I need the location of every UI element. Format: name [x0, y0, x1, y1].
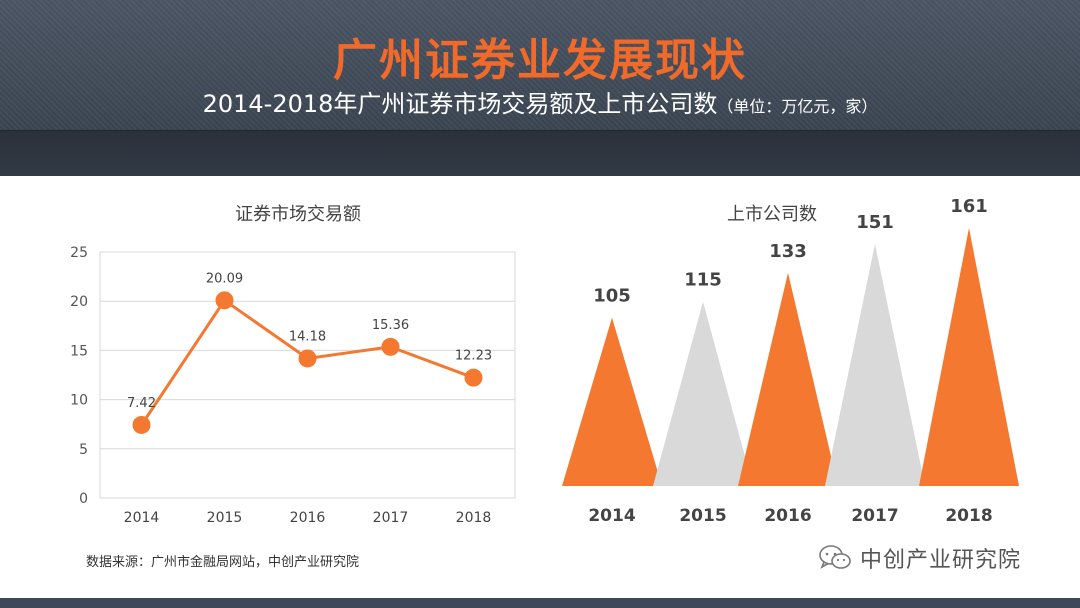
data-point: [464, 368, 483, 387]
triangle-chart: 上市公司数 105 115 133 151 161 2014 2015 2016 2017 20…: [562, 196, 1019, 526]
triangle-bar: [653, 301, 753, 486]
x-tick-label: 2014: [588, 506, 635, 526]
line-chart-frame: [99, 251, 516, 499]
x-tick-label: 2018: [945, 506, 992, 526]
header-banner: 广州证券业发展现状 2014-2018年广州证券市场交易额及上市公司数（单位：万…: [0, 0, 1080, 176]
page-title: 广州证券业发展现状: [333, 35, 747, 86]
triangle-bar: [738, 272, 838, 486]
page-subtitle: 2014-2018年广州证券市场交易额及上市公司数（单位：万亿元，家）: [0, 84, 1080, 119]
x-tick-label: 2017: [373, 510, 409, 526]
x-tick-label: 2014: [124, 510, 160, 526]
data-source-note: 数据来源：广州市金融局网站，中创产业研究院: [86, 555, 360, 570]
triangle-chart-title: 上市公司数: [727, 204, 817, 225]
y-tick-label: 25: [70, 245, 88, 261]
data-label: 7.42: [127, 396, 156, 411]
header-band: [0, 130, 1080, 176]
data-label: 12.23: [455, 349, 492, 364]
x-tick-label: 2016: [290, 510, 326, 526]
x-tick-label: 2015: [207, 510, 243, 526]
data-label: 161: [950, 196, 988, 217]
data-point: [132, 415, 151, 434]
watermark: 中创产业研究院: [818, 542, 1021, 574]
y-tick-label: 15: [70, 343, 88, 359]
data-label: 133: [769, 241, 807, 262]
wechat-icon: [819, 545, 851, 569]
data-point: [215, 291, 234, 310]
data-label: 14.18: [289, 329, 326, 344]
footer-bar: [0, 598, 1080, 608]
line-chart-title: 证券市场交易额: [235, 204, 361, 225]
triangle-bar: [919, 227, 1019, 486]
triangle-bar: [562, 317, 662, 486]
y-tick-label: 10: [70, 393, 88, 409]
x-tick-label: 2018: [456, 510, 492, 526]
data-label: 115: [684, 270, 722, 291]
watermark-text: 中创产业研究院: [860, 548, 1022, 573]
data-point: [298, 349, 317, 368]
unit-note: （单位：万亿元，家）: [717, 97, 878, 116]
data-label: 15.36: [372, 318, 409, 333]
y-tick-label: 5: [79, 442, 88, 458]
data-point: [381, 337, 400, 356]
data-label: 151: [856, 212, 894, 233]
y-tick-label: 0: [79, 491, 88, 507]
x-tick-label: 2017: [851, 506, 898, 526]
triangle-bar: [825, 243, 925, 486]
subtitle-text: 2014-2018年广州证券市场交易额及上市公司数: [202, 90, 718, 118]
data-label: 105: [593, 286, 631, 307]
x-tick-label: 2015: [679, 506, 726, 526]
data-label: 20.09: [206, 271, 243, 286]
x-tick-label: 2016: [764, 506, 811, 526]
y-tick-label: 20: [70, 294, 88, 310]
